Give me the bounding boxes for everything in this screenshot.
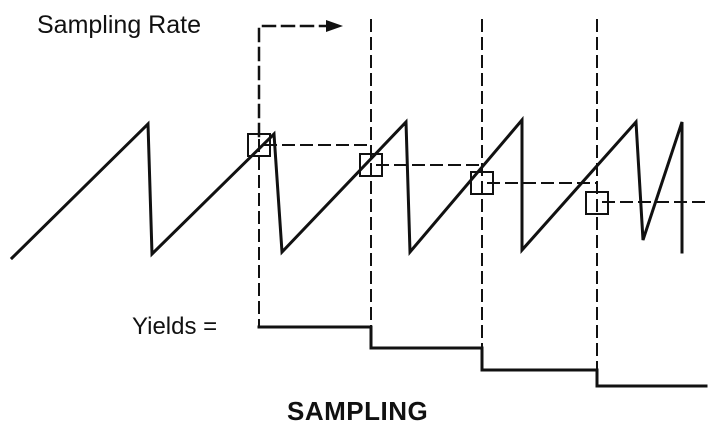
sampling-rate-arrowhead bbox=[326, 20, 343, 32]
sample-box-2 bbox=[359, 153, 383, 177]
sampling-rate-label: Sampling Rate bbox=[37, 11, 201, 39]
yields-label: Yields = bbox=[132, 313, 218, 340]
sawtooth-waveform bbox=[9, 115, 684, 261]
yields-staircase bbox=[257, 325, 708, 388]
sampling-rate-bracket bbox=[257, 24, 330, 138]
sample-box-3 bbox=[470, 171, 494, 195]
diagram-caption: SAMPLING bbox=[287, 396, 429, 426]
sample-box-1 bbox=[247, 133, 271, 157]
sample-box-4 bbox=[585, 191, 609, 215]
